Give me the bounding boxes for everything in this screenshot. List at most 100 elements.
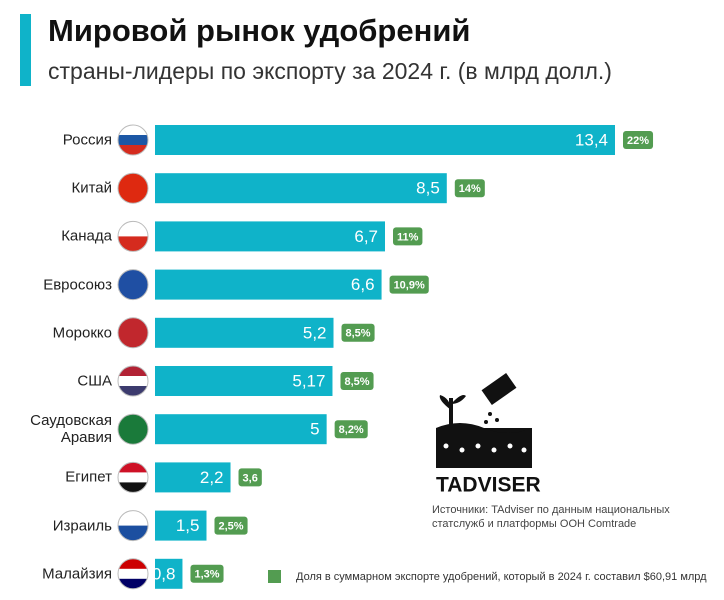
- flag-fill: [118, 317, 148, 348]
- value-label: 6,6: [351, 275, 375, 294]
- y-tick-label: Канада: [61, 227, 112, 245]
- flag: [117, 172, 149, 204]
- share-label: 3,6: [243, 472, 258, 484]
- flag-border: [117, 317, 149, 349]
- share-badge: [334, 420, 368, 439]
- share-label: 1,3%: [194, 569, 219, 581]
- bar: [155, 173, 447, 204]
- y-tick-label: Малайзия: [42, 565, 112, 583]
- y-tick-label: Египет: [65, 468, 112, 486]
- flag-border: [117, 413, 149, 445]
- flag-border: [117, 510, 149, 542]
- flag-fill: [118, 221, 148, 252]
- share-badge: [623, 131, 654, 149]
- value-label: 1,5: [176, 516, 200, 535]
- bar: [155, 317, 334, 348]
- share-badge: [190, 564, 224, 583]
- flag-stripe: [118, 221, 148, 237]
- flag-stripe: [118, 173, 148, 204]
- flag-border: [117, 461, 149, 493]
- legend-label: Доля в суммарном экспорте удобрений, кот…: [296, 571, 707, 583]
- share-label: 2,5%: [218, 521, 243, 533]
- flag-stripe: [118, 135, 148, 146]
- y-tick-label: Израиль: [52, 517, 112, 535]
- share-badge: [393, 227, 423, 246]
- y-tick-label: Морокко: [52, 324, 112, 342]
- value-label: 5: [310, 420, 319, 439]
- bar: [155, 366, 333, 396]
- flag-stripe: [118, 568, 148, 580]
- flag-stripe: [118, 236, 148, 252]
- y-tick-label: Саудовская Аравия: [30, 412, 112, 447]
- share-badge: [238, 468, 262, 487]
- share-label: 11%: [397, 231, 419, 243]
- flag: [117, 510, 149, 542]
- y-tick-label: Россия: [62, 131, 112, 149]
- chart-subtitle: страны-лидеры по экспорту за 2024 г. (в …: [48, 58, 612, 84]
- flag-stripe: [118, 269, 148, 300]
- bar: [155, 125, 615, 155]
- logo-text: TADVISER: [436, 474, 541, 497]
- flag: [117, 365, 149, 397]
- y-tick-label: Китай: [71, 179, 112, 197]
- bar: [155, 414, 327, 445]
- flag-stripe: [118, 472, 148, 483]
- flag-border: [117, 365, 149, 397]
- y-tick-label: США: [77, 372, 112, 390]
- bar: [155, 269, 382, 300]
- flag-fill: [118, 366, 148, 396]
- flag-stripe: [118, 558, 148, 570]
- value-label: 5,2: [303, 323, 327, 342]
- source-note: Источники: TAdviser по данным национальн…: [432, 504, 670, 530]
- share-badge: [214, 516, 248, 535]
- flag-border: [117, 220, 149, 252]
- bar: [155, 510, 207, 541]
- share-badge: [389, 275, 429, 294]
- flag-stripe: [118, 578, 148, 589]
- flag-fill: [118, 558, 148, 589]
- flag-fill: [118, 269, 148, 300]
- bar: [155, 558, 183, 589]
- flag: [117, 461, 149, 493]
- flag-stripe: [118, 366, 148, 377]
- share-badge: [341, 323, 375, 342]
- flag-border: [117, 124, 149, 156]
- share-label: 10,9%: [394, 280, 425, 292]
- value-label: 0,8: [152, 564, 176, 583]
- flag-stripe: [118, 414, 148, 445]
- flag-stripe: [118, 462, 148, 473]
- share-label: 8,2%: [339, 424, 364, 436]
- flag-stripe: [118, 376, 148, 387]
- share-label: 8,5%: [346, 328, 371, 340]
- flag: [117, 220, 149, 252]
- flag-fill: [118, 414, 148, 445]
- flag-fill: [118, 510, 148, 541]
- flag: [117, 413, 149, 445]
- title-accent: [20, 14, 31, 86]
- flag-stripe: [118, 317, 148, 348]
- share-badge: [340, 372, 374, 390]
- bar: [155, 462, 231, 493]
- flag: [117, 124, 149, 156]
- share-label: 22%: [627, 135, 649, 147]
- flag-fill: [118, 173, 148, 204]
- value-label: 13,4: [575, 130, 608, 149]
- logo-icon: [436, 373, 532, 468]
- flag: [117, 317, 149, 349]
- share-label: 8,5%: [344, 376, 369, 388]
- flag-stripe: [118, 125, 148, 136]
- share-label: 14%: [459, 183, 481, 195]
- chart-title: Мировой рынок удобрений: [48, 13, 470, 48]
- share-badge: [454, 179, 485, 198]
- flag-border: [117, 172, 149, 204]
- flag-stripe: [118, 482, 148, 493]
- flag-stripe: [118, 510, 148, 527]
- value-label: 6,7: [354, 227, 378, 246]
- bar: [155, 221, 385, 252]
- flag: [117, 269, 149, 301]
- y-tick-label: Евросоюз: [43, 276, 112, 294]
- flag-border: [117, 269, 149, 301]
- flag-fill: [118, 125, 148, 155]
- flag-stripe: [118, 386, 148, 396]
